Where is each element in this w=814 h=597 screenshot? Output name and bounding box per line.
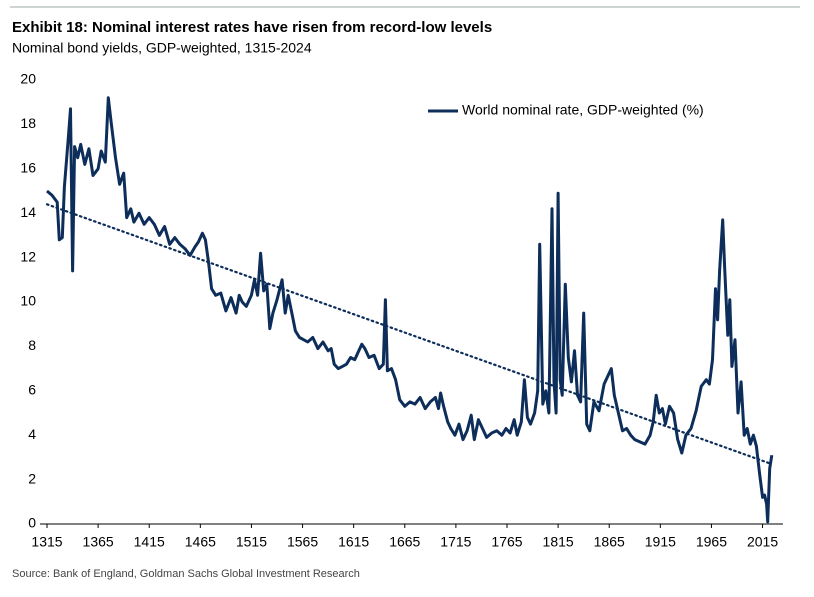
y-tick-label: 10	[20, 293, 36, 309]
x-tick-label: 1765	[491, 534, 522, 550]
y-tick-label: 12	[20, 248, 36, 264]
y-tick-label: 2	[28, 470, 36, 486]
y-tick-label: 0	[28, 515, 36, 531]
x-tick-label: 1415	[134, 534, 165, 550]
y-tick-label: 20	[20, 71, 36, 87]
x-tick-label: 1865	[594, 534, 625, 550]
x-tick-label: 1815	[543, 534, 574, 550]
x-tick-label: 1715	[440, 534, 471, 550]
source-note: Source: Bank of England, Goldman Sachs G…	[12, 568, 360, 580]
y-tick-label: 18	[20, 115, 36, 131]
trend-line	[45, 203, 773, 466]
y-tick-label: 4	[28, 426, 36, 442]
x-tick-label: 1465	[185, 534, 216, 550]
x-tick-label: 1615	[338, 534, 369, 550]
chart-title: Exhibit 18: Nominal interest rates have …	[12, 19, 492, 36]
y-tick-label: 16	[20, 160, 36, 176]
x-tick-label: 1315	[31, 534, 62, 550]
legend-label: World nominal rate, GDP-weighted (%)	[462, 102, 704, 118]
x-tick-label: 1965	[696, 534, 727, 550]
x-tick-label: 2015	[747, 534, 778, 550]
y-tick-label: 14	[20, 204, 36, 220]
chart-subtitle: Nominal bond yields, GDP-weighted, 1315-…	[12, 40, 312, 56]
y-tick-label: 6	[28, 382, 36, 398]
x-tick-label: 1915	[645, 534, 676, 550]
y-tick-label: 8	[28, 337, 36, 353]
x-tick-label: 1565	[287, 534, 318, 550]
x-tick-label: 1365	[83, 534, 114, 550]
x-tick-label: 1515	[236, 534, 267, 550]
x-tick-label: 1665	[389, 534, 420, 550]
data-line	[46, 96, 774, 524]
